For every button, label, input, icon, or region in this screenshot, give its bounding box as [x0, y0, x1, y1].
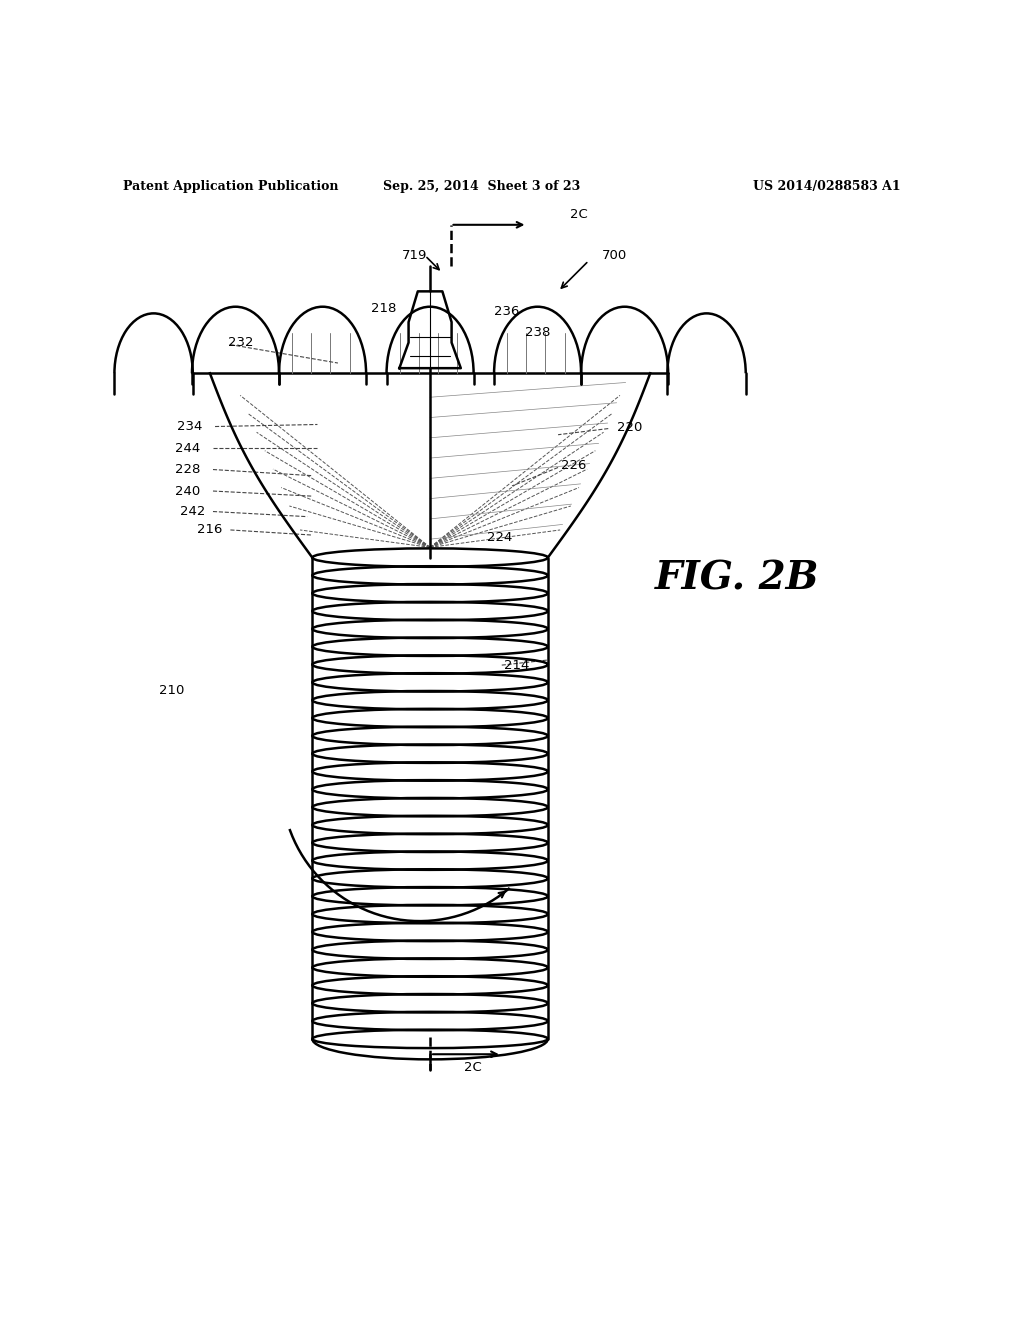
Text: 216: 216	[198, 524, 222, 536]
Text: 224: 224	[487, 531, 512, 544]
Text: 210: 210	[160, 684, 184, 697]
Text: 228: 228	[175, 463, 200, 477]
Text: 232: 232	[228, 337, 253, 348]
Text: 236: 236	[495, 305, 519, 318]
Text: US 2014/0288583 A1: US 2014/0288583 A1	[754, 181, 901, 194]
Text: FIG. 2B: FIG. 2B	[655, 560, 819, 597]
Text: 240: 240	[175, 484, 200, 498]
Text: 719: 719	[402, 249, 427, 261]
Text: 238: 238	[525, 326, 550, 339]
Text: 234: 234	[177, 420, 202, 433]
Text: 244: 244	[175, 441, 200, 454]
Text: 226: 226	[561, 459, 586, 473]
Text: Patent Application Publication: Patent Application Publication	[123, 181, 338, 194]
Text: 700: 700	[602, 249, 627, 261]
Text: 242: 242	[180, 506, 205, 517]
Text: 214: 214	[505, 659, 529, 672]
Text: 2C: 2C	[464, 1061, 482, 1074]
Text: Sep. 25, 2014  Sheet 3 of 23: Sep. 25, 2014 Sheet 3 of 23	[383, 181, 580, 194]
Text: 218: 218	[372, 302, 396, 315]
Text: 2C: 2C	[569, 209, 588, 220]
Text: 220: 220	[617, 421, 642, 434]
